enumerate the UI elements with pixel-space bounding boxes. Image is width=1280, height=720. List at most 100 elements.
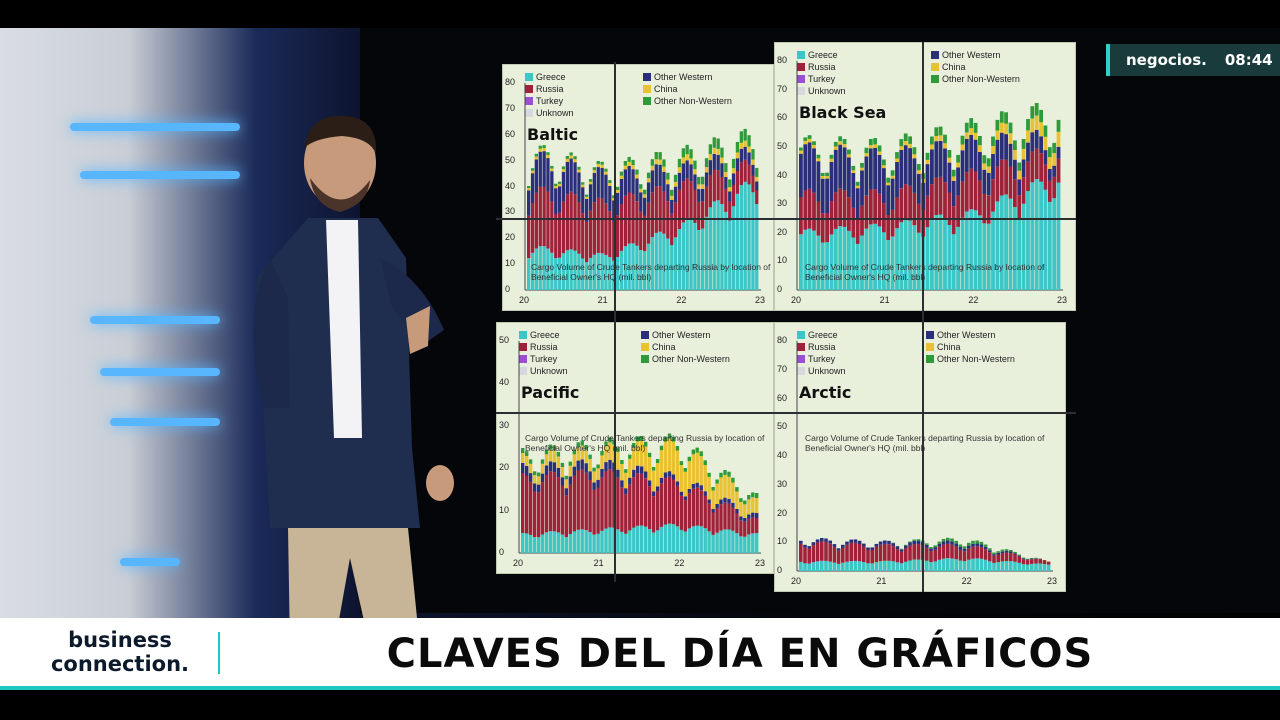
bar-segment: [930, 144, 934, 150]
bar-segment: [847, 149, 851, 155]
bar-segment: [851, 208, 856, 238]
bar-segment: [612, 221, 616, 261]
bar-segment: [995, 166, 1000, 202]
bar-segment: [731, 530, 735, 553]
bar-segment: [619, 251, 624, 290]
bar-segment: [912, 225, 917, 290]
bar-segment: [624, 469, 628, 473]
bar-segment: [874, 546, 879, 563]
chart-title: Black Sea: [799, 103, 887, 122]
bar-segment: [878, 544, 883, 562]
bar-segment: [624, 494, 628, 534]
bar-segment: [568, 465, 572, 477]
legend-entry: Russia: [797, 341, 846, 353]
bar-segment: [1056, 131, 1061, 147]
bar-segment: [697, 230, 701, 290]
bar-segment: [646, 202, 651, 244]
bar-segment: [723, 497, 727, 503]
bar-segment: [723, 470, 727, 475]
bar-segment: [542, 151, 546, 187]
bar-segment: [882, 232, 886, 290]
bar-segment: [1026, 191, 1030, 290]
bar-segment: [735, 513, 739, 534]
bar-segment: [946, 558, 950, 571]
bar-segment: [820, 538, 824, 542]
bar-segment: [600, 167, 604, 199]
bar-segment: [964, 122, 969, 133]
bar-segment: [938, 214, 943, 290]
bar-segment: [1047, 201, 1052, 290]
legend-entry: Turkey: [797, 353, 846, 365]
bar-segment: [712, 147, 716, 154]
bar-segment: [1052, 165, 1057, 177]
charts-area: Greece Russia Turkey Unknown Other Western Ch…: [496, 32, 1076, 592]
bar-segment: [708, 144, 712, 155]
bar-segment: [616, 447, 620, 453]
bar-segment: [895, 549, 900, 563]
bar-segment: [683, 468, 687, 472]
bar-segment: [679, 465, 684, 492]
bar-segment: [534, 153, 538, 157]
bar-segment: [699, 485, 703, 491]
legend-right: Other Western China Other Non-Western: [931, 49, 1020, 85]
bar-segment: [825, 178, 829, 213]
bar-segment: [739, 131, 743, 143]
bar-segment: [820, 176, 825, 179]
bar-segment: [612, 462, 616, 472]
bar-segment: [689, 158, 693, 165]
bar-segment: [728, 201, 732, 221]
bar-segment: [572, 454, 576, 467]
bar-segment: [862, 543, 866, 547]
bar-segment: [755, 176, 759, 182]
bar-segment: [604, 168, 608, 172]
bar-segment: [812, 145, 816, 149]
bar-segment: [564, 475, 568, 480]
bar-segment: [588, 184, 593, 211]
bar-segment: [1047, 157, 1052, 169]
bar-segment: [755, 493, 759, 498]
bar-segment: [904, 548, 908, 562]
bar-segment: [929, 548, 933, 552]
bar-segment: [999, 132, 1004, 160]
bar-segment: [1017, 556, 1021, 563]
bar-segment: [635, 178, 639, 202]
bar-segment: [695, 525, 699, 553]
bar-segment: [646, 178, 651, 183]
bar-segment: [635, 169, 639, 175]
bar-segment: [807, 228, 812, 290]
legend-entry: Other Non-Western: [931, 73, 1020, 85]
bar-segment: [825, 176, 829, 179]
bar-segment: [853, 560, 858, 571]
bar-segment: [708, 175, 712, 208]
bar-segment: [899, 549, 904, 552]
bar-segment: [1017, 562, 1021, 571]
legend-entry: China: [926, 341, 1015, 353]
bar-segment: [971, 546, 975, 559]
bar-segment: [711, 534, 715, 553]
bar-segment: [916, 173, 921, 204]
bar-segment: [954, 559, 958, 571]
bar-segment: [679, 461, 684, 465]
bar-segment: [904, 544, 908, 546]
bar-segment: [643, 251, 647, 290]
bar-segment: [864, 228, 869, 290]
bar-segment: [891, 546, 895, 562]
bar-segment: [544, 449, 549, 455]
bar-segment: [1004, 194, 1008, 290]
bar-segment: [627, 156, 631, 162]
bar-segment: [724, 211, 728, 290]
bar-segment: [1052, 153, 1057, 166]
y-tick-label: 0: [499, 547, 505, 557]
y-tick-label: 70: [505, 102, 516, 113]
bar-segment: [546, 191, 550, 249]
bar-segment: [988, 561, 992, 571]
bar-segment: [747, 135, 751, 147]
bar-segment: [651, 467, 656, 471]
bar-segment: [627, 165, 631, 193]
bar-segment: [711, 509, 715, 513]
bar-segment: [619, 171, 624, 176]
bar-segment: [862, 562, 866, 571]
bar-segment: [946, 537, 950, 541]
bar-segment: [580, 440, 584, 446]
legend-entry: Turkey: [519, 353, 568, 365]
